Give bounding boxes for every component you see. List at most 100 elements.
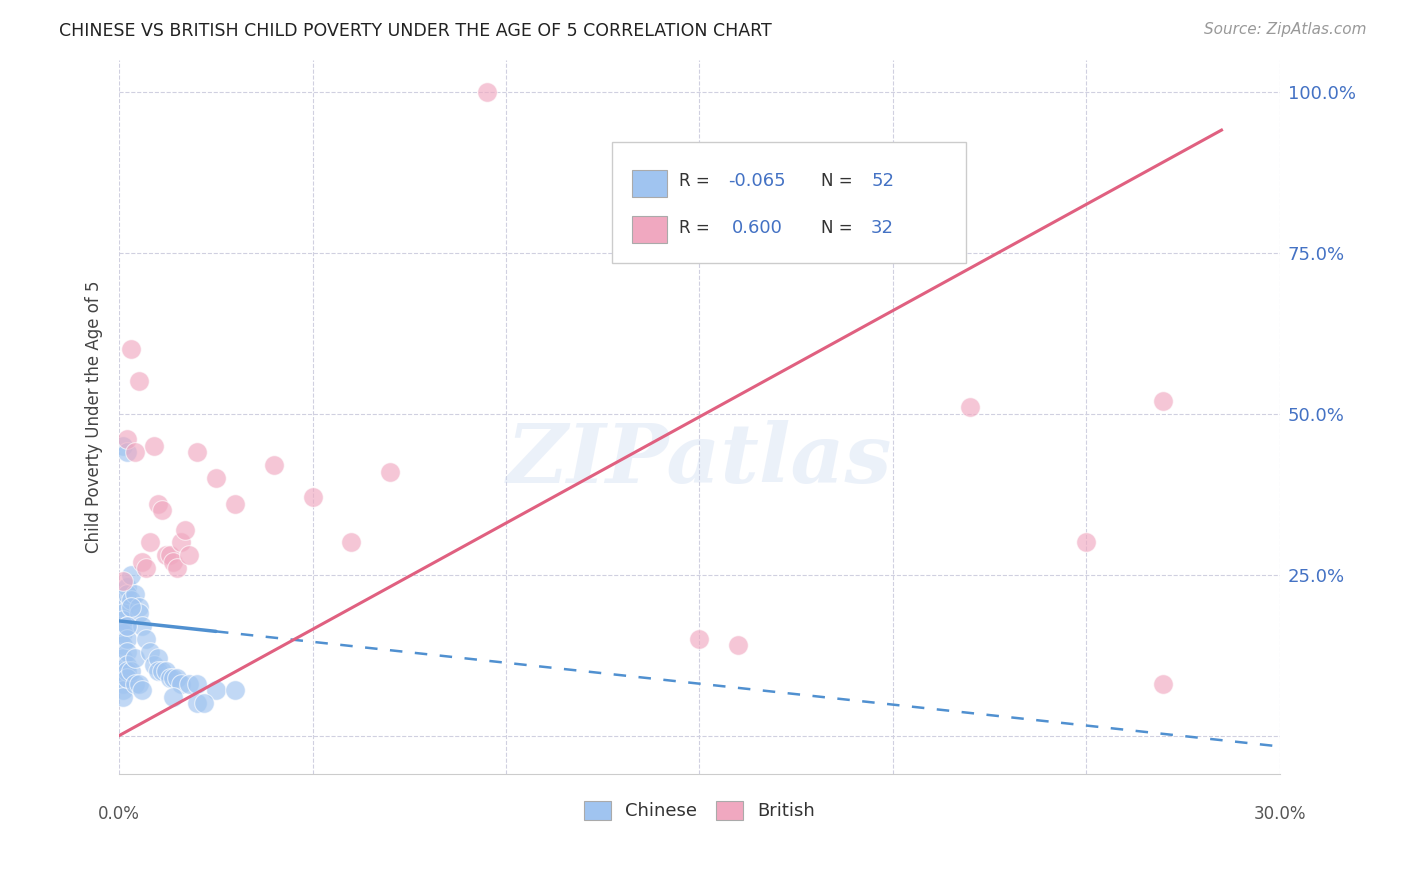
Point — [205, 683, 228, 698]
Point — [115, 657, 138, 672]
Point — [124, 677, 146, 691]
FancyBboxPatch shape — [613, 142, 966, 263]
Point — [112, 677, 135, 691]
Text: ZIPatlas: ZIPatlas — [506, 420, 893, 500]
Point — [120, 593, 142, 607]
Point — [727, 639, 749, 653]
Point — [177, 677, 200, 691]
Point — [143, 657, 166, 672]
Point — [124, 651, 146, 665]
Point — [120, 567, 142, 582]
Point — [162, 671, 184, 685]
Point — [112, 683, 135, 698]
Point — [146, 664, 169, 678]
Point — [115, 632, 138, 646]
Point — [115, 433, 138, 447]
Point — [159, 548, 181, 562]
Point — [143, 439, 166, 453]
Point — [186, 445, 208, 459]
Point — [193, 696, 215, 710]
Point — [112, 613, 135, 627]
Point — [115, 645, 138, 659]
Point — [378, 465, 401, 479]
Point — [115, 581, 138, 595]
Text: Source: ZipAtlas.com: Source: ZipAtlas.com — [1204, 22, 1367, 37]
Text: 0.0%: 0.0% — [98, 805, 141, 822]
Point — [263, 458, 285, 472]
Point — [224, 497, 246, 511]
Point — [128, 599, 150, 614]
Text: 0.600: 0.600 — [733, 219, 783, 236]
Point — [112, 671, 135, 685]
Legend: Chinese, British: Chinese, British — [578, 796, 820, 826]
Point — [301, 491, 323, 505]
Point — [112, 574, 135, 588]
Text: -0.065: -0.065 — [728, 172, 786, 190]
Point — [150, 664, 173, 678]
Point — [112, 690, 135, 704]
Point — [162, 690, 184, 704]
Point — [224, 683, 246, 698]
Point — [1153, 393, 1175, 408]
Point — [120, 664, 142, 678]
Point — [135, 632, 157, 646]
Y-axis label: Child Poverty Under the Age of 5: Child Poverty Under the Age of 5 — [86, 281, 103, 553]
Point — [115, 587, 138, 601]
Point — [112, 606, 135, 620]
Point — [146, 497, 169, 511]
Text: R =: R = — [679, 172, 714, 190]
Point — [155, 664, 177, 678]
Point — [166, 671, 188, 685]
Point — [124, 587, 146, 601]
FancyBboxPatch shape — [633, 169, 666, 197]
Text: 52: 52 — [872, 172, 894, 190]
Point — [112, 664, 135, 678]
Point — [205, 471, 228, 485]
Point — [120, 599, 142, 614]
Point — [139, 535, 162, 549]
Point — [115, 664, 138, 678]
Point — [150, 503, 173, 517]
Point — [1076, 535, 1098, 549]
Point — [112, 651, 135, 665]
Text: CHINESE VS BRITISH CHILD POVERTY UNDER THE AGE OF 5 CORRELATION CHART: CHINESE VS BRITISH CHILD POVERTY UNDER T… — [59, 22, 772, 40]
Point — [112, 639, 135, 653]
Point — [115, 619, 138, 633]
Text: N =: N = — [821, 172, 858, 190]
Point — [112, 599, 135, 614]
Point — [112, 625, 135, 640]
Point — [166, 561, 188, 575]
Point — [159, 671, 181, 685]
Point — [115, 445, 138, 459]
Text: N =: N = — [821, 219, 858, 236]
Point — [128, 606, 150, 620]
Point — [146, 651, 169, 665]
Point — [131, 683, 153, 698]
Point — [135, 561, 157, 575]
Text: R =: R = — [679, 219, 714, 236]
Point — [115, 619, 138, 633]
Text: 30.0%: 30.0% — [1253, 805, 1306, 822]
Point — [186, 677, 208, 691]
Point — [177, 548, 200, 562]
Point — [155, 548, 177, 562]
Text: 32: 32 — [872, 219, 894, 236]
Point — [128, 677, 150, 691]
Point — [131, 555, 153, 569]
Point — [174, 523, 197, 537]
Point — [1153, 677, 1175, 691]
Point — [131, 619, 153, 633]
Point — [112, 439, 135, 453]
Point — [186, 696, 208, 710]
Point — [475, 85, 498, 99]
Point — [959, 401, 981, 415]
Point — [340, 535, 363, 549]
Point — [115, 671, 138, 685]
Point — [124, 445, 146, 459]
Point — [128, 375, 150, 389]
FancyBboxPatch shape — [633, 216, 666, 244]
Point — [688, 632, 710, 646]
Point — [139, 645, 162, 659]
Point — [170, 535, 193, 549]
Point — [120, 343, 142, 357]
